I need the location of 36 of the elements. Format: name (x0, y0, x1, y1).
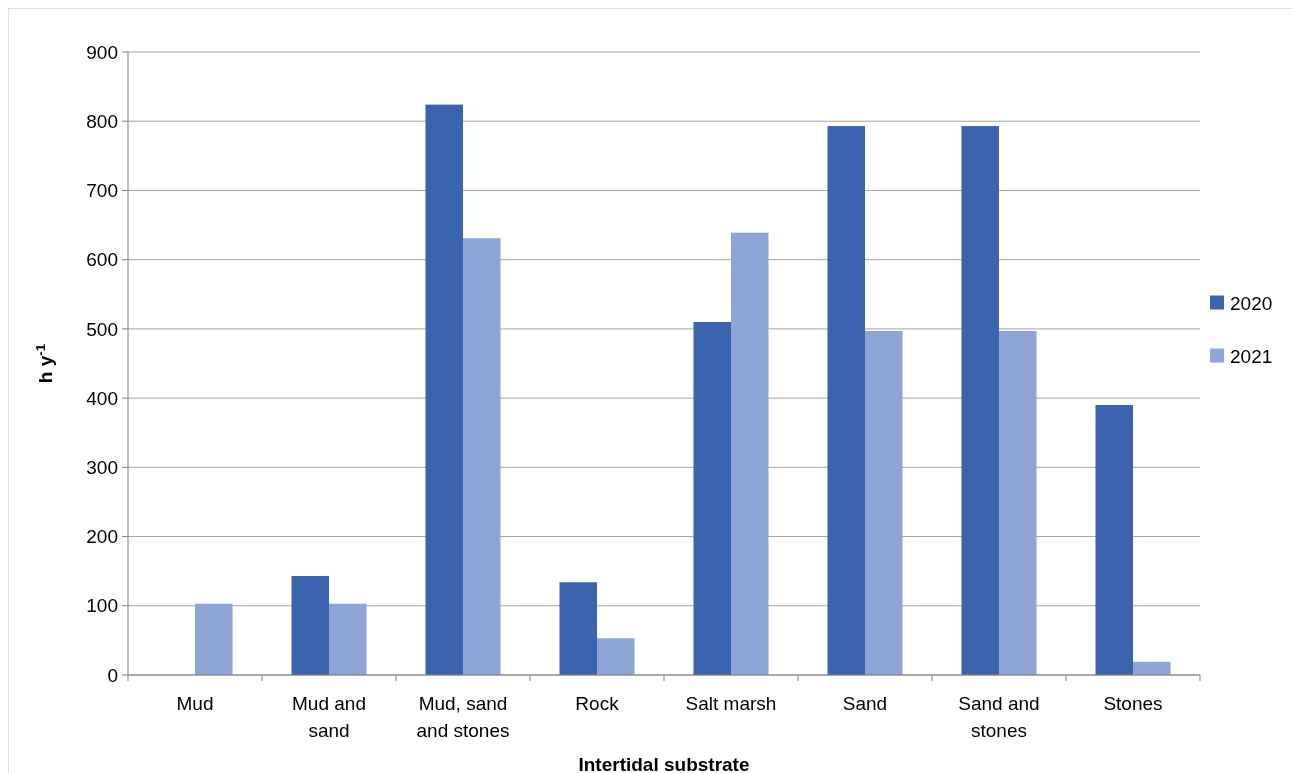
y-tick-label: 200 (86, 526, 118, 548)
y-tick-label: 900 (86, 41, 118, 63)
bar (195, 603, 233, 675)
bar (1133, 661, 1171, 675)
x-tick-label: Sand and stones (958, 693, 1040, 741)
bar (291, 576, 329, 675)
x-tick-label: Stones (1103, 693, 1163, 714)
legend-label: 2021 (1230, 346, 1273, 368)
bar (559, 582, 597, 675)
y-tick-label: 800 (86, 110, 118, 132)
x-tick-label: Salt marsh (685, 693, 777, 714)
bar (961, 126, 999, 675)
bar (865, 330, 903, 675)
x-axis-title: Intertidal substrate (578, 754, 750, 773)
y-tick-label: 700 (86, 180, 118, 202)
x-tick-label: Mud and sand (292, 693, 366, 741)
y-tick-label: 400 (86, 387, 118, 409)
x-tick-label: Rock (575, 693, 620, 714)
y-tick-label: 500 (86, 318, 118, 340)
x-tick-label: Mud (176, 693, 214, 714)
bar (463, 238, 501, 675)
y-tick-label: 0 (107, 664, 118, 686)
bar (1095, 405, 1133, 675)
x-tick-label: Sand (842, 693, 888, 714)
y-tick-label: 600 (86, 249, 118, 271)
bar (597, 638, 635, 675)
y-tick-label: 300 (86, 456, 118, 478)
bar (731, 232, 769, 675)
bar (999, 330, 1037, 675)
bar (827, 126, 865, 675)
legend-label: 2020 (1230, 293, 1273, 315)
y-tick-label: 100 (86, 595, 118, 617)
bar (425, 104, 463, 675)
x-tick-label: Mud, sand and stones (416, 693, 510, 741)
bar (329, 603, 367, 675)
bar (693, 321, 731, 675)
